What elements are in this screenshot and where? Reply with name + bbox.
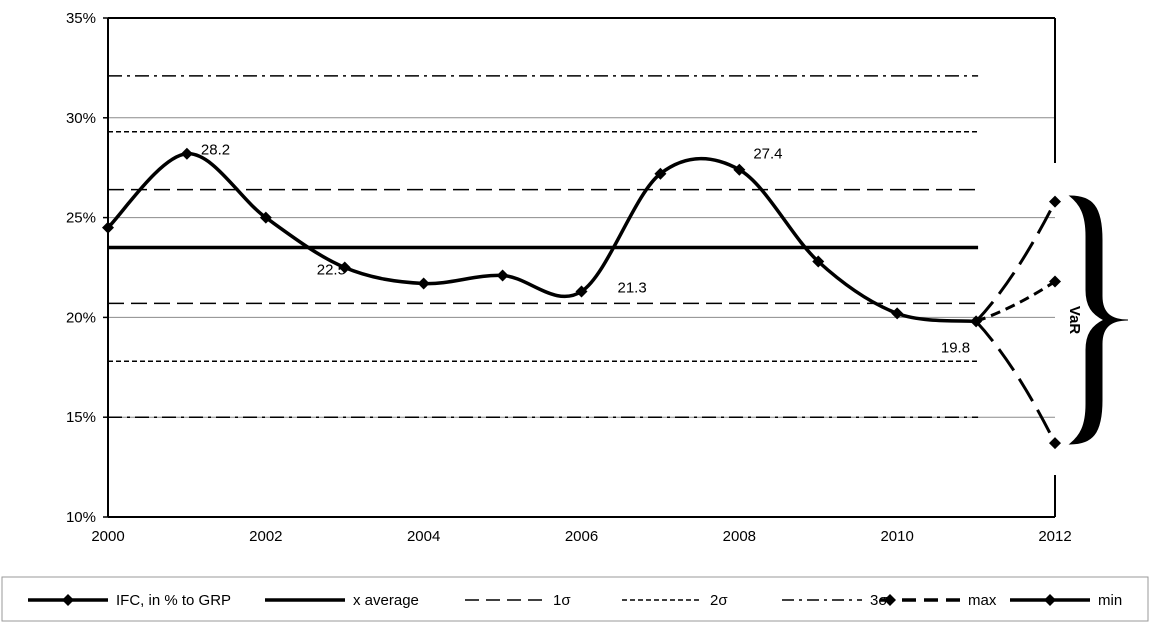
x-tick-label-5: 2010 (880, 528, 913, 545)
y-axis-ticks: 10% 15% 20% 25% 30% 35% (66, 10, 108, 526)
y-tick-label-2: 20% (66, 309, 96, 326)
x-tick-label-4: 2008 (723, 528, 756, 545)
x-tick-label-6: 2012 (1038, 528, 1071, 545)
x-tick-label-0: 2000 (91, 528, 124, 545)
var-brace (1068, 195, 1129, 445)
data-points (102, 147, 1061, 450)
axes (107, 17, 1056, 518)
ifc-point-2000 (102, 221, 114, 234)
legend-label-4: 3σ (870, 592, 888, 609)
ifc-point-2006 (575, 285, 588, 298)
ifc-point-2008 (733, 163, 746, 176)
series-lines (106, 151, 1057, 444)
ifc-point-2009 (812, 255, 825, 268)
data-label-1: 22.5 (317, 262, 346, 279)
y-tick-label-3: 25% (66, 210, 96, 227)
data-label-0: 28.2 (201, 142, 230, 159)
ifc-point-2003 (338, 261, 351, 274)
ifc-point-2005 (496, 269, 509, 282)
series-mid-line (975, 280, 1056, 323)
legend-label-2: 1σ (553, 592, 571, 609)
legend-marker-5 (884, 594, 896, 606)
legend-marker-0 (62, 594, 74, 606)
grid-lines (108, 117, 1055, 418)
data-labels: 28.2 22.5 21.3 27.4 19.8 (201, 142, 970, 357)
data-label-4: 19.8 (941, 339, 970, 356)
reference-lines (108, 75, 979, 418)
legend-label-3: 2σ (710, 592, 728, 609)
y-tick-label-5: 35% (66, 10, 96, 27)
ifc-point-2007 (654, 167, 667, 180)
legend-label-6: min (1098, 592, 1122, 609)
data-label-3: 27.4 (753, 146, 782, 163)
legend: IFC, in % to GRP x average 1σ 2σ 3σ max min (1, 576, 1149, 622)
ifc-point-2004 (417, 277, 430, 290)
legend-label-0: IFC, in % to GRP (116, 592, 231, 609)
ifc-point-2001 (180, 147, 193, 160)
series-ifc-line (106, 151, 977, 324)
x-tick-label-1: 2002 (249, 528, 282, 545)
y-tick-label-4: 30% (66, 110, 96, 127)
x-tick-label-2: 2004 (407, 528, 440, 545)
y-tick-label-1: 15% (66, 409, 96, 426)
data-label-2: 21.3 (618, 279, 647, 296)
x-tick-label-3: 2006 (565, 528, 598, 545)
ifc-point-2010 (891, 307, 904, 320)
y-tick-label-0: 10% (66, 509, 96, 526)
series-min-line (974, 320, 1057, 444)
ifc-point-2002 (259, 211, 272, 224)
ifc-point-2011 (970, 315, 983, 328)
mid-point-2012 (1049, 275, 1061, 288)
max-point-2012 (1049, 195, 1061, 208)
legend-label-1: x average (353, 592, 419, 609)
x-axis-ticks: 2000 2002 2004 2006 2008 2010 2012 (91, 528, 1071, 545)
legend-label-5: max (968, 592, 997, 609)
var-annotation: VaR (1066, 195, 1129, 445)
var-label: VaR (1066, 306, 1083, 335)
legend-marker-6 (1044, 594, 1056, 606)
min-point-2012 (1049, 437, 1061, 450)
series-max-line (974, 200, 1057, 323)
